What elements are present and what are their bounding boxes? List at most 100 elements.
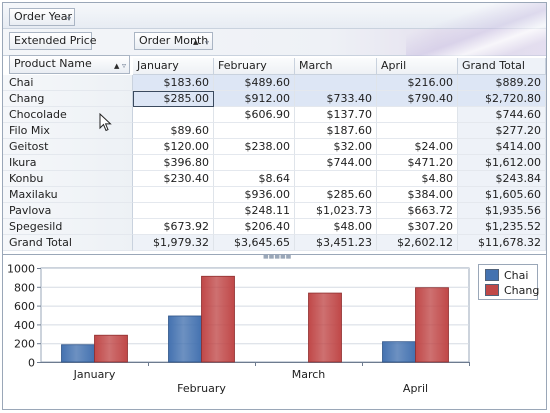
grand-total-label[interactable]: Grand Total bbox=[3, 235, 133, 251]
table-row: Pavlova $248.11 $1,023.73 $663.72 $1,935.56 bbox=[3, 203, 546, 219]
sort-ascending-icon: ▲ bbox=[193, 38, 199, 46]
data-cell[interactable]: $744.00 bbox=[295, 155, 377, 171]
data-cell[interactable] bbox=[133, 107, 214, 123]
data-cell[interactable]: $48.00 bbox=[295, 219, 377, 235]
extended-price-label: Extended Price bbox=[14, 34, 97, 47]
data-cell[interactable]: $120.00 bbox=[133, 139, 214, 155]
data-cell[interactable]: $8.64 bbox=[214, 171, 295, 187]
column-header[interactable]: January bbox=[133, 58, 214, 75]
data-cell[interactable] bbox=[214, 155, 295, 171]
data-cell[interactable]: $285.60 bbox=[295, 187, 377, 203]
grand-total-cell[interactable]: $3,645.65 bbox=[214, 235, 295, 251]
data-cell[interactable] bbox=[295, 171, 377, 187]
splitter-handle[interactable]: ■■■■■ bbox=[263, 253, 292, 260]
data-cell[interactable]: $187.60 bbox=[295, 123, 377, 139]
grand-total-row: Grand Total $1,979.32 $3,645.65 $3,451.23 $2… bbox=[3, 235, 546, 251]
data-cell[interactable]: $285.00 bbox=[133, 91, 214, 107]
data-cell[interactable]: $216.00 bbox=[377, 75, 458, 91]
bar-chang-january bbox=[94, 334, 128, 363]
data-cell[interactable]: $1,023.73 bbox=[295, 203, 377, 219]
table-row: Chang $285.00 $912.00 $733.40 $790.40 $2,720.… bbox=[3, 91, 546, 107]
data-cell[interactable]: $936.00 bbox=[214, 187, 295, 203]
product-name-field-button[interactable]: Product Name ▲ ▿ bbox=[9, 55, 130, 74]
data-cell[interactable]: $606.90 bbox=[214, 107, 295, 123]
data-cell[interactable]: $471.20 bbox=[377, 155, 458, 171]
data-cell[interactable] bbox=[377, 107, 458, 123]
row-header[interactable]: Filo Mix bbox=[3, 123, 133, 139]
data-cell[interactable]: $206.40 bbox=[214, 219, 295, 235]
bar-chang-february bbox=[201, 275, 235, 363]
table-row: Ikura $396.80 $744.00 $471.20 $1,612.00 bbox=[3, 155, 546, 171]
row-total-cell[interactable]: $1,612.00 bbox=[458, 155, 546, 171]
order-year-label: Order Year bbox=[14, 10, 73, 23]
data-cell[interactable] bbox=[133, 187, 214, 203]
y-tick-label: 600 bbox=[14, 300, 35, 313]
table-row: Konbu $230.40 $8.64 $4.80 $243.84 bbox=[3, 171, 546, 187]
row-total-cell[interactable]: $1,935.56 bbox=[458, 203, 546, 219]
row-total-cell[interactable]: $414.00 bbox=[458, 139, 546, 155]
data-cell[interactable] bbox=[133, 203, 214, 219]
table-row: Maxilaku $936.00 $285.60 $384.00 $1,605.60 bbox=[3, 187, 546, 203]
row-total-cell[interactable]: $243.84 bbox=[458, 171, 546, 187]
row-total-cell[interactable]: $2,720.80 bbox=[458, 91, 546, 107]
column-header[interactable]: April bbox=[377, 58, 458, 75]
data-cell[interactable]: $238.00 bbox=[214, 139, 295, 155]
row-total-cell[interactable]: $744.60 bbox=[458, 107, 546, 123]
data-cell[interactable]: $137.70 bbox=[295, 107, 377, 123]
grand-total-cell[interactable]: $3,451.23 bbox=[295, 235, 377, 251]
data-cell[interactable] bbox=[295, 75, 377, 91]
data-cell[interactable]: $489.60 bbox=[214, 75, 295, 91]
data-cell[interactable]: $663.72 bbox=[377, 203, 458, 219]
data-cell[interactable]: $24.00 bbox=[377, 139, 458, 155]
row-total-cell[interactable]: $277.20 bbox=[458, 123, 546, 139]
row-header[interactable]: Spegesild bbox=[3, 219, 133, 235]
x-tick-label: April bbox=[403, 382, 428, 395]
grand-total-cell[interactable]: $11,678.32 bbox=[458, 235, 546, 251]
chart-legend: Chai Chang bbox=[478, 264, 539, 300]
row-header[interactable]: Konbu bbox=[3, 171, 133, 187]
row-total-cell[interactable]: $1,235.52 bbox=[458, 219, 546, 235]
row-total-cell[interactable]: $889.20 bbox=[458, 75, 546, 91]
filter-icon[interactable]: ▿ bbox=[66, 14, 71, 23]
grand-total-cell[interactable]: $2,602.12 bbox=[377, 235, 458, 251]
row-header[interactable]: Pavlova bbox=[3, 203, 133, 219]
data-cell[interactable]: $790.40 bbox=[377, 91, 458, 107]
legend-label-chai: Chai bbox=[504, 269, 529, 282]
data-cell[interactable] bbox=[377, 123, 458, 139]
row-header[interactable]: Ikura bbox=[3, 155, 133, 171]
row-total-cell[interactable]: $1,605.60 bbox=[458, 187, 546, 203]
row-header[interactable]: Chocolade bbox=[3, 107, 133, 123]
row-header[interactable]: Geitost bbox=[3, 139, 133, 155]
row-header[interactable]: Chang bbox=[3, 91, 133, 107]
y-tick-label: 1000 bbox=[7, 263, 35, 276]
data-cell[interactable]: $183.60 bbox=[133, 75, 214, 91]
data-cell[interactable]: $912.00 bbox=[214, 91, 295, 107]
y-tick-label: 0 bbox=[28, 357, 35, 370]
bar-chai-january bbox=[61, 344, 95, 363]
data-cell[interactable]: $4.80 bbox=[377, 171, 458, 187]
data-cell[interactable]: $230.40 bbox=[133, 171, 214, 187]
data-cell[interactable]: $673.92 bbox=[133, 219, 214, 235]
data-cell[interactable]: $307.20 bbox=[377, 219, 458, 235]
bar-chai-april bbox=[382, 341, 416, 363]
data-cell[interactable]: $396.80 bbox=[133, 155, 214, 171]
data-cell[interactable]: $384.00 bbox=[377, 187, 458, 203]
data-cell[interactable]: $89.60 bbox=[133, 123, 214, 139]
filter-icon[interactable]: ▿ bbox=[121, 61, 126, 70]
order-month-field-button[interactable]: Order Month ▲ ▿ bbox=[134, 32, 213, 50]
column-header[interactable]: February bbox=[214, 58, 295, 75]
grand-total-cell[interactable]: $1,979.32 bbox=[133, 235, 214, 251]
data-cell[interactable]: $733.40 bbox=[295, 91, 377, 107]
data-cell[interactable] bbox=[214, 123, 295, 139]
row-header[interactable]: Chai bbox=[3, 75, 133, 91]
data-cell[interactable]: $32.00 bbox=[295, 139, 377, 155]
filter-icon[interactable]: ▿ bbox=[204, 38, 209, 47]
table-row: Chocolade $606.90 $137.70 $744.60 bbox=[3, 107, 546, 123]
data-cell[interactable]: $248.11 bbox=[214, 203, 295, 219]
row-header[interactable]: Maxilaku bbox=[3, 187, 133, 203]
extended-price-field-button[interactable]: Extended Price bbox=[9, 32, 97, 50]
column-header-grand-total[interactable]: Grand Total bbox=[458, 58, 546, 75]
table-row: Geitost $120.00 $238.00 $32.00 $24.00 $414.00 bbox=[3, 139, 546, 155]
order-year-field-button[interactable]: Order Year ▿ bbox=[9, 8, 75, 26]
column-header[interactable]: March bbox=[295, 58, 377, 75]
